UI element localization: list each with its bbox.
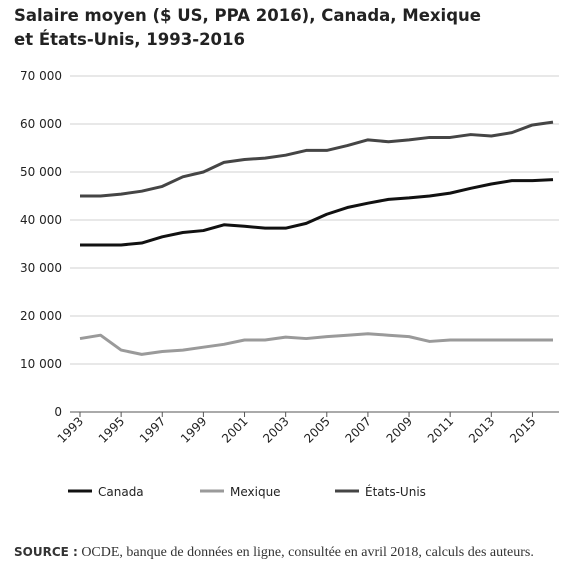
line-series xyxy=(79,332,553,356)
legend-label: Mexique xyxy=(230,485,281,499)
x-tick-label: 2013 xyxy=(466,414,497,445)
chart-title: Salaire moyen ($ US, PPA 2016), Canada, … xyxy=(14,6,481,49)
y-tick-label: 60 000 xyxy=(20,117,62,131)
legend-label: Canada xyxy=(98,485,144,499)
source-label: SOURCE : xyxy=(14,545,78,559)
x-tick-label: 1999 xyxy=(178,414,209,445)
x-tick-label: 2007 xyxy=(343,414,374,445)
source-note: SOURCE : OCDE, banque de données en lign… xyxy=(14,543,574,562)
line-series xyxy=(80,178,554,247)
x-tick-label: 2001 xyxy=(219,414,250,445)
x-tick-label: 2005 xyxy=(301,414,332,445)
x-tick-label: 2011 xyxy=(425,414,456,445)
x-tick-label: 2003 xyxy=(260,414,291,445)
y-tick-label: 30 000 xyxy=(20,261,62,275)
source-text: OCDE, banque de données en ligne, consul… xyxy=(81,545,534,560)
chart: 0 10 000 20 000 30 000 40 000 50 000 60 000 70 … xyxy=(20,69,559,499)
x-tick-label: 1995 xyxy=(96,414,127,445)
x-tick-label: 1997 xyxy=(137,414,168,445)
x-tick-label: 2009 xyxy=(384,414,415,445)
y-tick-label: 70 000 xyxy=(20,69,62,83)
x-tick-label: 2015 xyxy=(507,414,538,445)
y-tick-label: 20 000 xyxy=(20,309,62,323)
y-tick-label: 10 000 xyxy=(20,357,62,371)
line-series xyxy=(80,120,554,198)
legend-label: États-Unis xyxy=(365,484,426,499)
y-tick-label: 40 000 xyxy=(20,213,62,227)
y-tick-label: 0 xyxy=(54,405,62,419)
y-tick-label: 50 000 xyxy=(20,165,62,179)
